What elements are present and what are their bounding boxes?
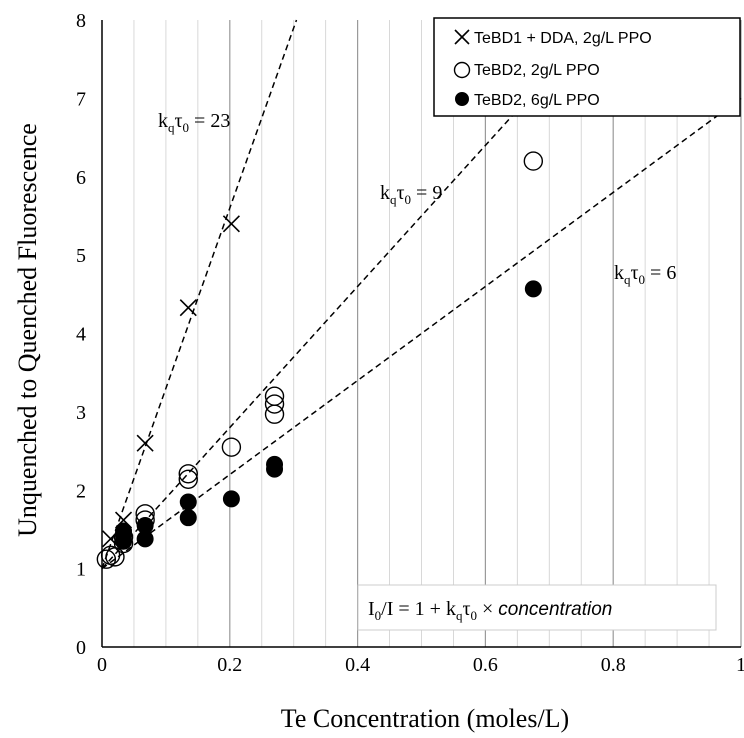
x-axis-title: Te Concentration (moles/L) <box>281 704 569 733</box>
legend-box <box>433 17 741 117</box>
data-point-filled-circle <box>222 490 240 508</box>
data-point-x <box>179 299 197 317</box>
data-point-open-circle <box>178 469 198 489</box>
y-tick-label: 8 <box>76 10 86 32</box>
x-tick-label: 1 <box>736 654 744 676</box>
legend-marker-open-circle <box>453 61 471 79</box>
data-point-open-circle <box>96 549 117 569</box>
legend-label-tebd2-2g: TeBD2, 2g/L PPO <box>474 62 600 79</box>
data-point-x <box>136 434 154 452</box>
x-tick-label: 0.4 <box>345 654 370 676</box>
y-tick-label: 0 <box>76 637 86 659</box>
fit-lines <box>101 19 742 570</box>
x-tick-label: 0 <box>97 654 107 676</box>
data-point-filled-circle <box>179 493 197 511</box>
y-tick-label: 2 <box>76 480 86 502</box>
formula-box: I0/I = 1 + kqτ0 × concentration <box>357 584 717 631</box>
y-axis-title: Unquenched to Quenched Fluorescence <box>13 123 42 537</box>
fit-line <box>101 19 600 570</box>
data-point-filled-circle <box>524 280 542 298</box>
fit-line <box>101 19 298 569</box>
grid <box>133 20 742 647</box>
formula-text: I0/I = 1 + kqτ0 × concentration <box>368 598 612 623</box>
fit-label-9: kqτ0 = 9 <box>380 182 442 207</box>
data-point-x <box>222 215 240 233</box>
fit-line <box>101 97 742 570</box>
data-point-open-circle <box>264 404 285 424</box>
y-tick-label: 1 <box>76 559 86 581</box>
legend-label-tebd2-6g: TeBD2, 6g/L PPO <box>474 92 600 109</box>
data-point-open-circle <box>264 394 285 414</box>
formula-frame <box>357 584 717 631</box>
y-tick-label: 7 <box>76 88 86 110</box>
y-tick-label: 3 <box>76 402 86 424</box>
y-tick-label: 6 <box>76 167 86 189</box>
data-point-open-circle <box>178 464 198 484</box>
x-tick-label: 0.6 <box>473 654 498 676</box>
data-point-filled-circle <box>179 509 197 527</box>
data-point-filled-circle <box>266 460 284 478</box>
data-point-filled-circle <box>136 530 154 548</box>
y-tick-label: 5 <box>76 245 86 267</box>
x-tick-label: 0.8 <box>601 654 626 676</box>
tick-labels: 0 0.2 0.4 0.6 0.8 1 0 1 2 3 4 5 6 7 8 <box>76 10 744 676</box>
data-point-open-circle <box>523 151 544 171</box>
data-points <box>96 151 544 569</box>
x-tick-label: 0.2 <box>217 654 242 676</box>
data-point-open-circle <box>221 437 242 457</box>
fit-label-23: kqτ0 = 23 <box>158 110 230 135</box>
axes <box>101 20 741 648</box>
legend: TeBD1 + DDA, 2g/L PPO TeBD2, 2g/L PPO Te… <box>433 17 741 117</box>
y-tick-label: 4 <box>76 324 86 346</box>
legend-label-tebd1: TeBD1 + DDA, 2g/L PPO <box>474 30 652 47</box>
legend-marker-x <box>454 29 470 45</box>
legend-marker-filled-circle <box>455 92 469 106</box>
data-point-filled-circle <box>115 532 133 550</box>
fit-label-6: kqτ0 = 6 <box>614 262 676 287</box>
data-point-open-circle <box>264 386 285 406</box>
